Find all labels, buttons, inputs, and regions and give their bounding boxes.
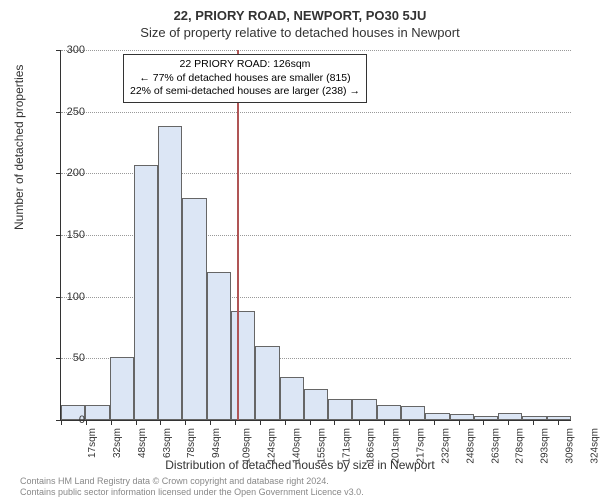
x-tick-label: 232sqm	[441, 428, 452, 464]
x-tick	[136, 420, 137, 425]
histogram-bar	[522, 416, 546, 420]
x-tick	[334, 420, 335, 425]
histogram-bar	[474, 416, 498, 420]
footer-line-1: Contains HM Land Registry data © Crown c…	[20, 476, 364, 487]
x-tick-label: 140sqm	[291, 428, 302, 464]
y-tick-label: 150	[67, 229, 85, 241]
x-tick-label: 48sqm	[137, 428, 148, 458]
x-tick-label: 124sqm	[267, 428, 278, 464]
y-tick-label: 0	[79, 414, 85, 426]
histogram-bar	[134, 165, 158, 420]
x-tick-label: 155sqm	[316, 428, 327, 464]
x-tick-label: 78sqm	[186, 428, 197, 458]
x-tick	[508, 420, 509, 425]
x-tick	[459, 420, 460, 425]
x-tick-label: 186sqm	[366, 428, 377, 464]
x-tick	[160, 420, 161, 425]
annotation-line-1: 22 PRIORY ROAD: 126sqm	[130, 58, 360, 72]
y-tick-label: 100	[67, 291, 85, 303]
y-tick-label: 200	[67, 167, 85, 179]
y-tick	[56, 297, 61, 298]
histogram-bar	[498, 413, 522, 420]
gridline	[61, 50, 571, 51]
histogram-bar	[401, 406, 425, 420]
y-tick	[56, 358, 61, 359]
histogram-bar	[377, 405, 401, 420]
chart-plot-area: 22 PRIORY ROAD: 126sqm← 77% of detached …	[60, 50, 571, 421]
x-tick	[384, 420, 385, 425]
x-tick	[434, 420, 435, 425]
annotation-line-2: ← 77% of detached houses are smaller (81…	[130, 72, 360, 86]
x-tick	[483, 420, 484, 425]
histogram-bar	[328, 399, 352, 420]
x-tick-label: 63sqm	[162, 428, 173, 458]
y-axis-label: Number of detached properties	[12, 65, 26, 230]
footer-attribution: Contains HM Land Registry data © Crown c…	[20, 476, 364, 498]
x-tick	[86, 420, 87, 425]
x-tick-label: 263sqm	[490, 428, 501, 464]
x-tick	[533, 420, 534, 425]
histogram-bar	[425, 413, 449, 420]
x-tick	[310, 420, 311, 425]
histogram-bar	[280, 377, 304, 420]
x-tick-label: 171sqm	[341, 428, 352, 464]
x-tick	[558, 420, 559, 425]
histogram-bar	[450, 414, 474, 420]
histogram-bar	[85, 405, 109, 420]
x-tick-label: 248sqm	[465, 428, 476, 464]
histogram-bar	[158, 126, 182, 420]
histogram-bar	[231, 311, 255, 420]
y-tick	[56, 173, 61, 174]
annotation-line-3: 22% of semi-detached houses are larger (…	[130, 85, 360, 99]
histogram-bar	[255, 346, 279, 420]
x-tick	[285, 420, 286, 425]
x-tick-label: 309sqm	[565, 428, 576, 464]
x-tick-label: 201sqm	[391, 428, 402, 464]
histogram-bar	[182, 198, 206, 420]
footer-line-2: Contains public sector information licen…	[20, 487, 364, 498]
y-tick-label: 250	[67, 106, 85, 118]
histogram-bar	[352, 399, 376, 420]
x-tick	[359, 420, 360, 425]
annotation-box: 22 PRIORY ROAD: 126sqm← 77% of detached …	[123, 54, 367, 103]
y-tick-label: 300	[67, 44, 85, 56]
x-tick-label: 217sqm	[416, 428, 427, 464]
y-tick-label: 50	[73, 352, 85, 364]
x-tick	[185, 420, 186, 425]
y-tick	[56, 112, 61, 113]
y-tick	[56, 50, 61, 51]
property-marker-line	[237, 50, 239, 420]
y-tick	[56, 235, 61, 236]
title-main: 22, PRIORY ROAD, NEWPORT, PO30 5JU	[0, 0, 600, 23]
x-tick	[409, 420, 410, 425]
x-tick	[260, 420, 261, 425]
histogram-bar	[110, 357, 134, 420]
x-tick	[61, 420, 62, 425]
x-tick-label: 109sqm	[242, 428, 253, 464]
x-tick-label: 17sqm	[87, 428, 98, 458]
x-tick-label: 32sqm	[112, 428, 123, 458]
histogram-bar	[304, 389, 328, 420]
gridline	[61, 112, 571, 113]
x-tick	[210, 420, 211, 425]
histogram-bar	[207, 272, 231, 420]
x-tick	[111, 420, 112, 425]
title-sub: Size of property relative to detached ho…	[0, 23, 600, 40]
x-tick-label: 293sqm	[540, 428, 551, 464]
x-tick	[235, 420, 236, 425]
x-tick-label: 94sqm	[211, 428, 222, 458]
x-tick-label: 324sqm	[590, 428, 600, 464]
x-tick-label: 278sqm	[515, 428, 526, 464]
